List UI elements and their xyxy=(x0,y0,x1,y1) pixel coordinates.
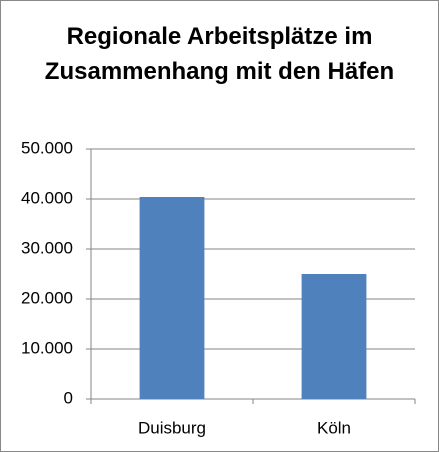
y-tick-label: 40.000 xyxy=(21,188,73,207)
y-tick-label: 0 xyxy=(64,388,73,407)
bar xyxy=(301,274,367,399)
y-tick-label: 50.000 xyxy=(21,138,73,157)
bar xyxy=(139,197,205,399)
x-tick-label: Köln xyxy=(317,418,351,437)
y-tick-label: 10.000 xyxy=(21,338,73,357)
x-tick-label: Duisburg xyxy=(138,418,206,437)
y-tick-label: 20.000 xyxy=(21,288,73,307)
chart-title: Regionale Arbeitsplätze im Zusammenhang … xyxy=(44,23,395,85)
y-tick-label: 30.000 xyxy=(21,238,73,257)
